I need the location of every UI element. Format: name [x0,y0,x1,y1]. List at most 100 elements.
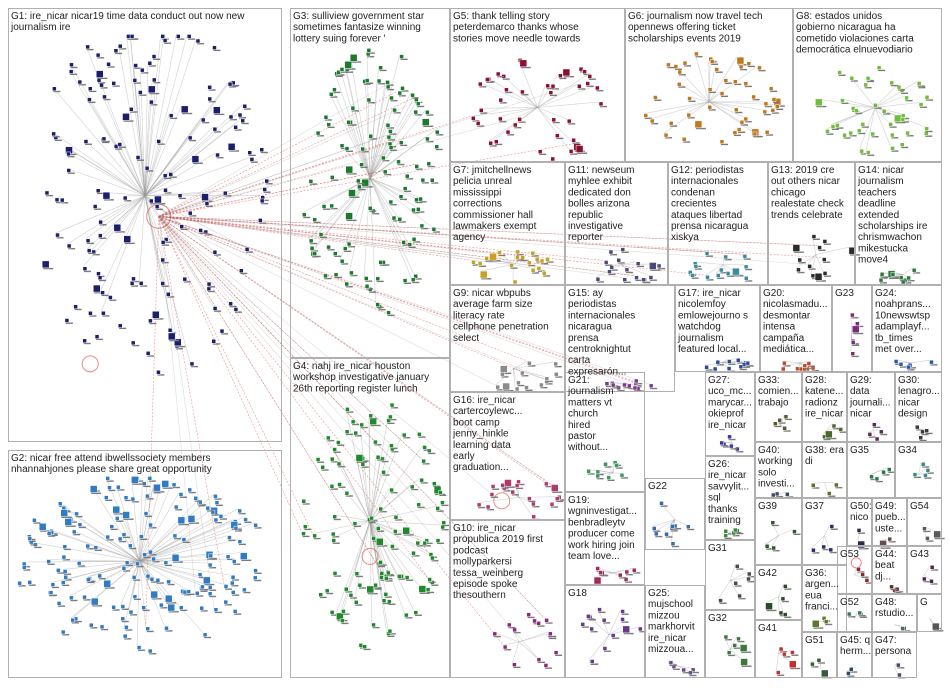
graph-node[interactable] [849,75,855,81]
graph-node[interactable] [736,636,741,642]
graph-node[interactable] [498,116,503,122]
graph-node[interactable] [168,113,174,118]
graph-node[interactable] [526,260,532,266]
graph-node[interactable] [109,524,115,529]
graph-node[interactable] [151,556,156,562]
graph-node[interactable] [186,589,191,594]
graph-node[interactable] [17,580,22,586]
graph-node[interactable] [152,310,160,319]
graph-node[interactable] [739,644,748,652]
graph-node[interactable] [128,543,133,549]
graph-node[interactable] [856,128,862,134]
graph-node[interactable] [806,361,812,366]
graph-node[interactable] [413,273,418,279]
graph-node[interactable] [167,332,176,341]
graph-node[interactable] [783,414,789,419]
graph-node[interactable] [797,257,802,263]
graph-node[interactable] [360,146,365,152]
graph-node[interactable] [387,628,393,634]
graph-node[interactable] [419,223,425,229]
graph-node[interactable] [723,634,729,640]
graph-node[interactable] [778,610,784,616]
graph-node[interactable] [102,191,111,200]
graph-node[interactable] [686,524,691,530]
graph-node[interactable] [202,632,208,638]
graph-node[interactable] [69,62,74,68]
graph-node[interactable] [544,618,549,623]
graph-node[interactable] [775,104,780,109]
graph-node[interactable] [414,164,419,169]
graph-node[interactable] [82,266,88,271]
graph-node[interactable] [489,252,497,261]
graph-node[interactable] [378,560,383,565]
graph-node[interactable] [98,233,103,238]
graph-node[interactable] [741,362,747,367]
graph-node[interactable] [849,667,854,672]
graph-node[interactable] [350,105,356,111]
graph-node[interactable] [668,660,674,665]
graph-node[interactable] [195,38,201,44]
graph-node[interactable] [670,524,675,529]
graph-node[interactable] [527,496,532,501]
graph-node[interactable] [145,493,150,499]
graph-node[interactable] [384,575,389,581]
graph-node[interactable] [923,473,928,478]
graph-node[interactable] [104,495,109,500]
graph-node[interactable] [207,562,213,568]
graph-node[interactable] [55,232,60,238]
graph-node[interactable] [712,366,718,372]
graph-node[interactable] [61,580,66,585]
graph-node[interactable] [638,626,643,632]
graph-node[interactable] [865,150,871,155]
graph-node[interactable] [544,376,550,381]
graph-node[interactable] [417,432,422,437]
graph-node[interactable] [509,263,514,268]
graph-node[interactable] [56,568,61,573]
graph-node[interactable] [828,547,834,553]
graph-node[interactable] [138,90,143,95]
graph-node[interactable] [624,267,630,273]
graph-node[interactable] [830,124,836,129]
graph-node[interactable] [212,126,218,132]
graph-node[interactable] [149,99,154,105]
graph-node[interactable] [163,560,169,565]
graph-node[interactable] [867,432,873,437]
graph-node[interactable] [233,307,239,312]
graph-node[interactable] [668,121,674,126]
graph-node[interactable] [366,48,372,53]
graph-node[interactable] [831,423,837,429]
graph-node[interactable] [46,559,51,564]
graph-node[interactable] [332,514,337,520]
graph-node[interactable] [857,610,862,616]
graph-node[interactable] [166,292,171,297]
graph-node[interactable] [381,598,387,603]
graph-node[interactable] [89,485,98,493]
graph-node[interactable] [102,94,107,100]
graph-node[interactable] [375,276,381,281]
graph-node[interactable] [504,479,512,487]
graph-node[interactable] [532,618,537,624]
graph-node[interactable] [177,516,186,525]
graph-node[interactable] [888,122,893,127]
graph-node[interactable] [933,530,941,539]
graph-node[interactable] [402,186,408,191]
graph-node[interactable] [398,194,404,199]
graph-node[interactable] [840,98,845,103]
graph-node[interactable] [82,594,87,600]
graph-node[interactable] [704,365,709,370]
graph-node[interactable] [681,137,687,142]
graph-node[interactable] [388,145,394,150]
graph-node[interactable] [366,97,372,103]
graph-node[interactable] [500,483,505,488]
graph-node[interactable] [66,243,72,249]
graph-node[interactable] [924,95,930,100]
graph-node[interactable] [666,62,671,68]
graph-node[interactable] [371,536,376,541]
graph-node[interactable] [129,107,134,112]
graph-node[interactable] [893,359,899,364]
graph-node[interactable] [38,523,47,531]
graph-node[interactable] [312,533,317,539]
graph-node[interactable] [237,508,242,514]
graph-node[interactable] [76,561,82,566]
graph-node[interactable] [438,490,443,495]
